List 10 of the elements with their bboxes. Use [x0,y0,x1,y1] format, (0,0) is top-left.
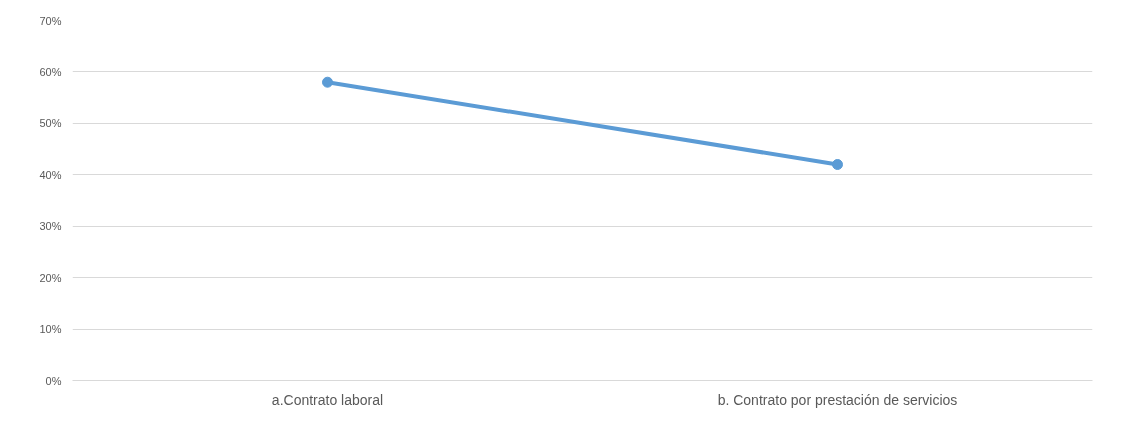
y-tick-label: 50% [39,117,62,130]
x-tick-label: b. Contrato por prestación de servicios [717,391,958,408]
y-tick-label: 0% [45,374,62,387]
x-tick-label: a.Contrato laboral [271,391,384,408]
y-tick-label: 30% [39,220,62,233]
y-tick-label: 20% [39,271,62,284]
y-tick-label: 70% [39,14,62,27]
y-tick-label: 40% [39,168,62,181]
y-tick-label: 60% [39,65,62,78]
y-tick-label: 10% [39,323,62,336]
